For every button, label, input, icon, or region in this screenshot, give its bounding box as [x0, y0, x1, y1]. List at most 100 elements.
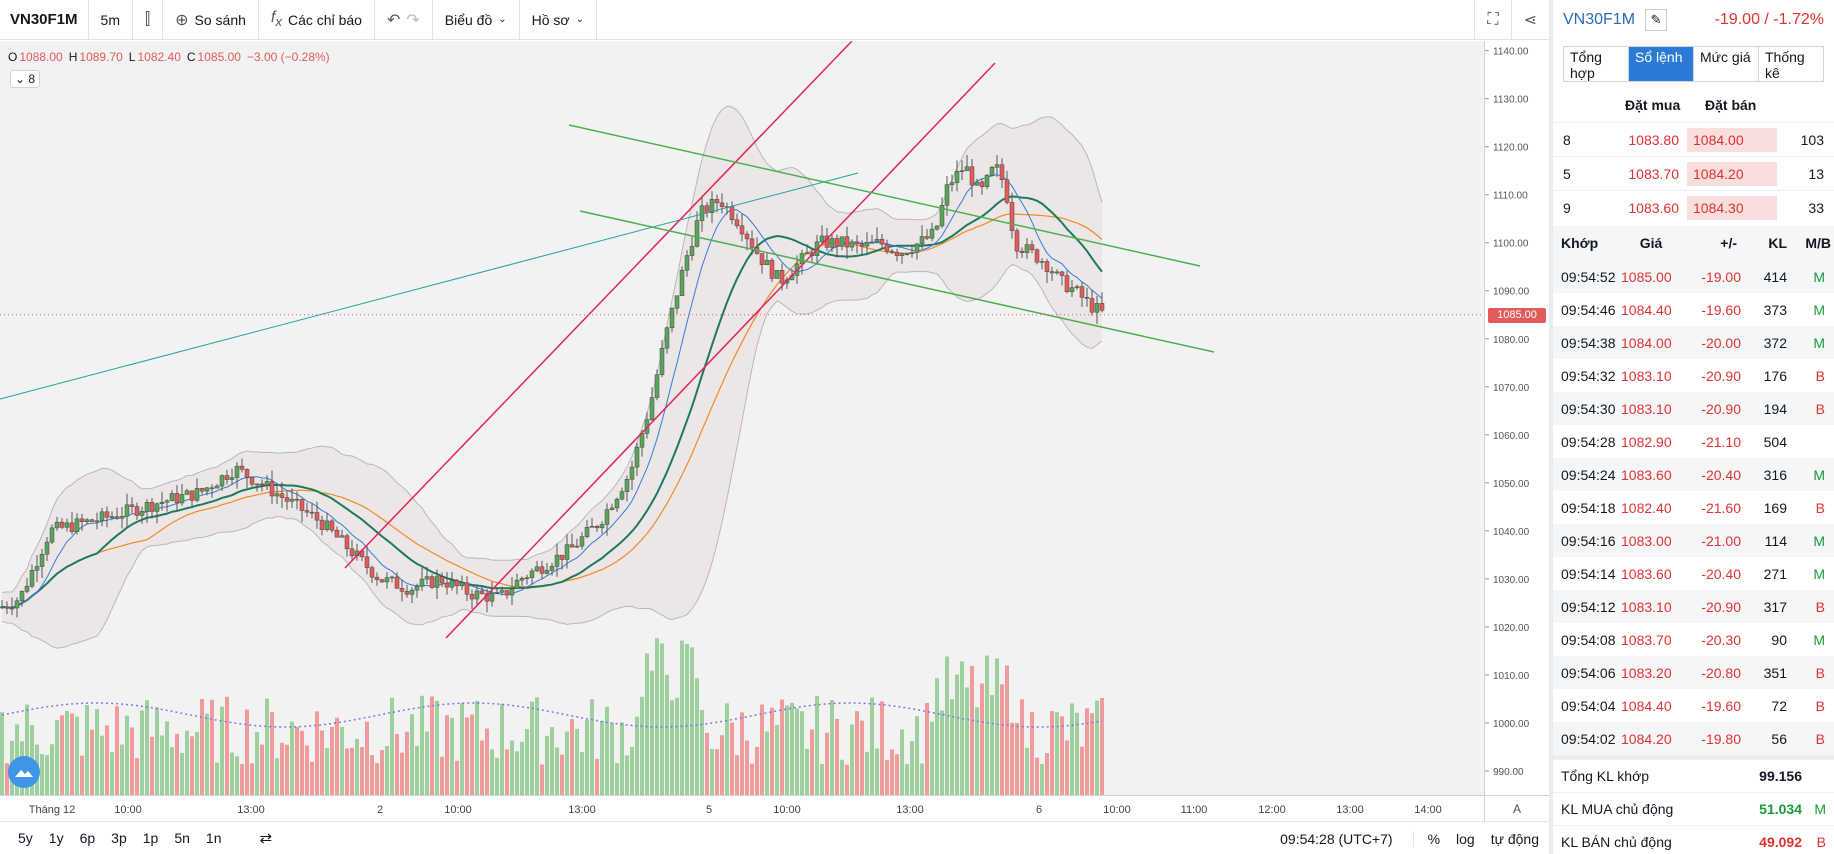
candle-body: [994, 164, 1000, 168]
log-toggle[interactable]: log: [1456, 830, 1475, 847]
side-tabs: Tổng hợp Sổ lệnh Mức giá Thống kê: [1563, 46, 1824, 82]
orderbook-row[interactable]: 9 1083.60 1084.30 33: [1553, 190, 1834, 224]
orderbook-row[interactable]: 8 1083.80 1084.00 103: [1553, 122, 1834, 156]
volume-bar: [585, 719, 589, 795]
brand-logo-button[interactable]: [8, 756, 40, 788]
volume-bar: [645, 653, 649, 795]
candle-body: [534, 566, 540, 572]
candle-body: [104, 511, 110, 518]
volume-bar: [195, 732, 199, 795]
candle-body: [84, 519, 90, 522]
candle-body: [59, 521, 65, 528]
range-3p[interactable]: 3p: [111, 830, 127, 846]
tab-tong-hop[interactable]: Tổng hợp: [1564, 47, 1629, 81]
volume-bar: [745, 740, 749, 795]
candle-body: [504, 590, 510, 596]
tab-thong-ke[interactable]: Thống kê: [1765, 49, 1805, 81]
indicators-label: Các chỉ báo: [288, 11, 362, 28]
trade-volume: 90: [1771, 631, 1787, 648]
profile-menu-button[interactable]: Hồ sơ ⌄: [520, 0, 597, 40]
percent-toggle[interactable]: %: [1427, 830, 1441, 847]
candle-body: [864, 241, 870, 247]
candle-body: [1044, 261, 1050, 272]
time-axis[interactable]: Tháng 12 10:00 13:00 2 10:00 13:00 5 10:00 13:00…: [0, 795, 1484, 821]
indicators-button[interactable]: fx Các chỉ báo: [259, 0, 375, 40]
chart-plot-area[interactable]: [0, 41, 1484, 795]
volume-bar: [730, 722, 734, 795]
time-tick-label: 5: [706, 804, 712, 816]
legend-collapse-button[interactable]: ⌄ 8: [10, 70, 40, 88]
candle-body: [679, 269, 685, 297]
bollinger-lower-line: [1, 263, 1103, 649]
volume-bar: [310, 761, 314, 795]
volume-bar: [720, 735, 724, 795]
candle-body: [729, 206, 735, 221]
candle-body: [274, 493, 280, 497]
chevron-down-icon: ⌄: [498, 14, 507, 25]
range-5n[interactable]: 5n: [174, 830, 190, 846]
trade-price: 1083.00: [1621, 532, 1672, 549]
trade-volume: 271: [1763, 565, 1787, 582]
trendline-green-upper: [568, 124, 1201, 267]
price-axis-svg: 1140.00 1130.00 1120.00 1110.00 1100.00 1090.…: [1485, 47, 1530, 778]
candle-body: [414, 586, 420, 591]
date-range-icon[interactable]: ⇄: [259, 830, 273, 847]
trade-row: 09:54:04 1084.40 -19.60 72 B: [1553, 689, 1834, 722]
candle-body: [874, 239, 880, 243]
trade-volume: 72: [1771, 697, 1787, 714]
trade-price: 1083.10: [1621, 400, 1672, 417]
bid-price: 1083.60: [1628, 199, 1679, 216]
trade-price: 1083.70: [1621, 631, 1672, 648]
range-1y[interactable]: 1y: [48, 830, 64, 846]
redo-icon[interactable]: ↷: [406, 11, 420, 29]
auto-scale-corner[interactable]: A: [1484, 795, 1549, 821]
volume-bar: [825, 732, 829, 795]
volume-bar: [455, 760, 459, 795]
volume-bar: [1035, 757, 1039, 795]
volume-bar: [880, 701, 884, 795]
fullscreen-button[interactable]: ⛶: [1474, 0, 1510, 40]
candle-body: [974, 181, 980, 186]
range-5y[interactable]: 5y: [18, 830, 33, 846]
volume-bar: [295, 726, 299, 795]
candle-body: [1039, 261, 1045, 263]
range-1p[interactable]: 1p: [142, 830, 159, 846]
undo-icon[interactable]: ↶: [386, 11, 401, 29]
candle-body: [509, 588, 515, 596]
volume-bar: [980, 683, 984, 795]
volume-bar: [575, 728, 579, 795]
profile-menu-label: Hồ sơ: [531, 11, 570, 28]
symbol-search-button[interactable]: VN30F1M: [0, 0, 89, 40]
interval-button[interactable]: 5m: [89, 0, 133, 40]
candle-body: [624, 479, 630, 492]
tab-so-lenh[interactable]: Sổ lệnh: [1629, 47, 1694, 81]
volume-bar: [935, 678, 939, 795]
range-1n[interactable]: 1n: [205, 830, 222, 846]
price-axis[interactable]: 1140.00 1130.00 1120.00 1110.00 1100.00 1090.…: [1484, 41, 1549, 795]
candle-body: [79, 518, 85, 522]
volume-bar: [410, 714, 414, 795]
orderbook-row[interactable]: 5 1083.70 1084.20 13: [1553, 156, 1834, 190]
auto-toggle[interactable]: tự động: [1490, 830, 1539, 847]
candle-body: [999, 164, 1005, 180]
compare-button[interactable]: ⊕ So sánh: [163, 0, 259, 40]
chart-type-button[interactable]: ⫿: [133, 0, 164, 40]
volume-bar: [810, 729, 814, 795]
orderbook-sell-header: Đặt bán: [1705, 97, 1757, 113]
candle-body: [174, 493, 180, 504]
volume-bar: [1010, 722, 1014, 795]
volume-bar: [1025, 747, 1029, 795]
trade-price: 1083.60: [1621, 565, 1672, 582]
trade-time: 09:54:02: [1561, 730, 1616, 747]
share-button[interactable]: ⋖: [1510, 0, 1549, 40]
volume-bar: [565, 731, 569, 795]
trade-price: 1084.00: [1621, 334, 1672, 351]
edit-icon[interactable]: ✎: [1645, 9, 1668, 31]
chart-menu-button[interactable]: Biểu đồ ⌄: [433, 0, 520, 40]
chevron-down-icon: ⌄: [575, 14, 584, 25]
tab-muc-gia[interactable]: Mức giá: [1694, 47, 1759, 81]
volume-bar: [375, 763, 379, 795]
range-6p[interactable]: 6p: [79, 830, 96, 846]
candle-body: [879, 239, 885, 245]
trades-chg-header: +/-: [1720, 235, 1737, 251]
